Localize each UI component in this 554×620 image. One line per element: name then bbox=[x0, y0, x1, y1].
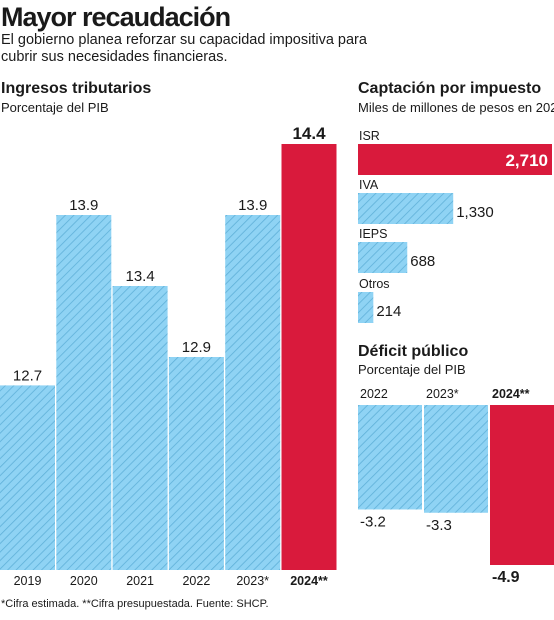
tributarios-chart: 12.7 2019 13.9 2020 13.4 2021 12.9 2022 13.9 2023… bbox=[0, 124, 337, 588]
deficit-bar bbox=[424, 405, 488, 513]
captacion-category-label: Otros bbox=[359, 277, 390, 291]
deficit-chart-title: Déficit público bbox=[358, 343, 469, 360]
captacion-chart-title: Captación por impuesto bbox=[358, 80, 542, 97]
deficit-bar bbox=[358, 405, 422, 510]
deficit-tick-label: 2023* bbox=[426, 387, 459, 401]
deficit-chart-subtitle: Porcentaje del PIB bbox=[358, 362, 466, 377]
captacion-category-label: IEPS bbox=[359, 227, 388, 241]
tributarios-value-label: 13.9 bbox=[69, 197, 98, 214]
tributarios-value-label: 13.4 bbox=[125, 268, 154, 285]
captacion-bar bbox=[358, 193, 454, 224]
captacion-value-label: 214 bbox=[376, 303, 401, 320]
captacion-bar bbox=[358, 242, 408, 273]
tributarios-bar bbox=[0, 385, 55, 570]
tributarios-tick-label: 2019 bbox=[14, 574, 42, 588]
page-title: Mayor recaudación bbox=[1, 2, 231, 32]
tributarios-value-label: 12.9 bbox=[182, 339, 211, 356]
captacion-bar bbox=[358, 292, 374, 323]
tributarios-tick-label: 2022 bbox=[182, 574, 210, 588]
tributarios-tick-label: 2023* bbox=[236, 574, 269, 588]
deficit-value-label: -3.2 bbox=[360, 513, 386, 530]
captacion-chart-subtitle: Miles de millones de pesos en 2024 bbox=[358, 100, 554, 115]
tributarios-chart-subtitle: Porcentaje del PIB bbox=[1, 100, 109, 115]
captacion-value-label: 688 bbox=[410, 253, 435, 270]
tributarios-bar bbox=[56, 215, 112, 570]
deficit-tick-label: 2024** bbox=[492, 387, 530, 401]
captacion-value-label: 1,330 bbox=[456, 204, 494, 221]
tributarios-chart-title: Ingresos tributarios bbox=[1, 80, 152, 97]
captacion-bar bbox=[358, 144, 552, 175]
deficit-tick-label: 2022 bbox=[360, 387, 388, 401]
deficit-bar bbox=[490, 405, 554, 565]
deficit-value-label: -4.9 bbox=[492, 569, 520, 586]
deficit-value-label: -3.3 bbox=[426, 517, 452, 534]
tributarios-value-label: 14.4 bbox=[292, 124, 326, 143]
tributarios-value-label: 12.7 bbox=[13, 367, 42, 384]
tributarios-bar bbox=[225, 215, 281, 570]
deficit-chart: 2022 -3.2 2023* -3.3 2024** -4.9 bbox=[358, 387, 554, 586]
captacion-category-label: IVA bbox=[359, 178, 379, 192]
tributarios-bar bbox=[112, 286, 168, 570]
captacion-category-label: ISR bbox=[359, 129, 380, 143]
page-subtitle: El gobierno planea reforzar su capacidad… bbox=[1, 32, 367, 65]
tributarios-tick-label: 2021 bbox=[126, 574, 154, 588]
captacion-value-label: 2,710 bbox=[505, 151, 548, 170]
tributarios-tick-label: 2024** bbox=[290, 574, 328, 588]
tributarios-value-label: 13.9 bbox=[238, 197, 267, 214]
tributarios-tick-label: 2020 bbox=[70, 574, 98, 588]
tributarios-bar bbox=[281, 144, 337, 570]
tributarios-bar bbox=[168, 357, 224, 570]
captacion-chart: ISR 2,710 IVA 1,330 IEPS 688 Otros 214 bbox=[358, 129, 552, 323]
footnote: *Cifra estimada. **Cifra presupuestada. … bbox=[1, 598, 269, 610]
